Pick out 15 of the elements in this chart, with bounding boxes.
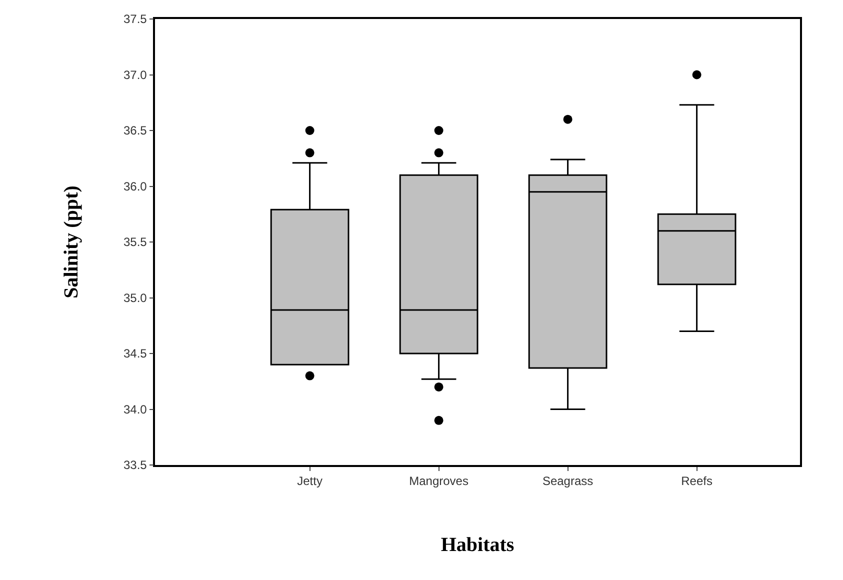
x-axis-title: Habitats — [440, 534, 514, 556]
y-tick-label: 35.5 — [123, 235, 148, 250]
y-tick-label: 35.0 — [123, 290, 148, 305]
y-tick-label: 37.5 — [123, 12, 148, 26]
y-tick-label: 36.0 — [123, 179, 148, 194]
y-axis-title: Salinity (ppt) — [60, 186, 82, 298]
y-tick-label: 37.0 — [123, 68, 148, 82]
x-tick-label: Reefs — [681, 474, 712, 488]
x-tick-label: Jetty — [297, 474, 322, 488]
x-tick-label: Mangroves — [409, 474, 468, 488]
y-tick-label: 34.5 — [123, 346, 148, 361]
x-tick-label: Seagrass — [542, 474, 594, 488]
y-tick-label: 33.5 — [123, 458, 148, 472]
y-tick-label: 34.0 — [123, 402, 148, 416]
y-tick-label: 36.5 — [123, 124, 148, 138]
